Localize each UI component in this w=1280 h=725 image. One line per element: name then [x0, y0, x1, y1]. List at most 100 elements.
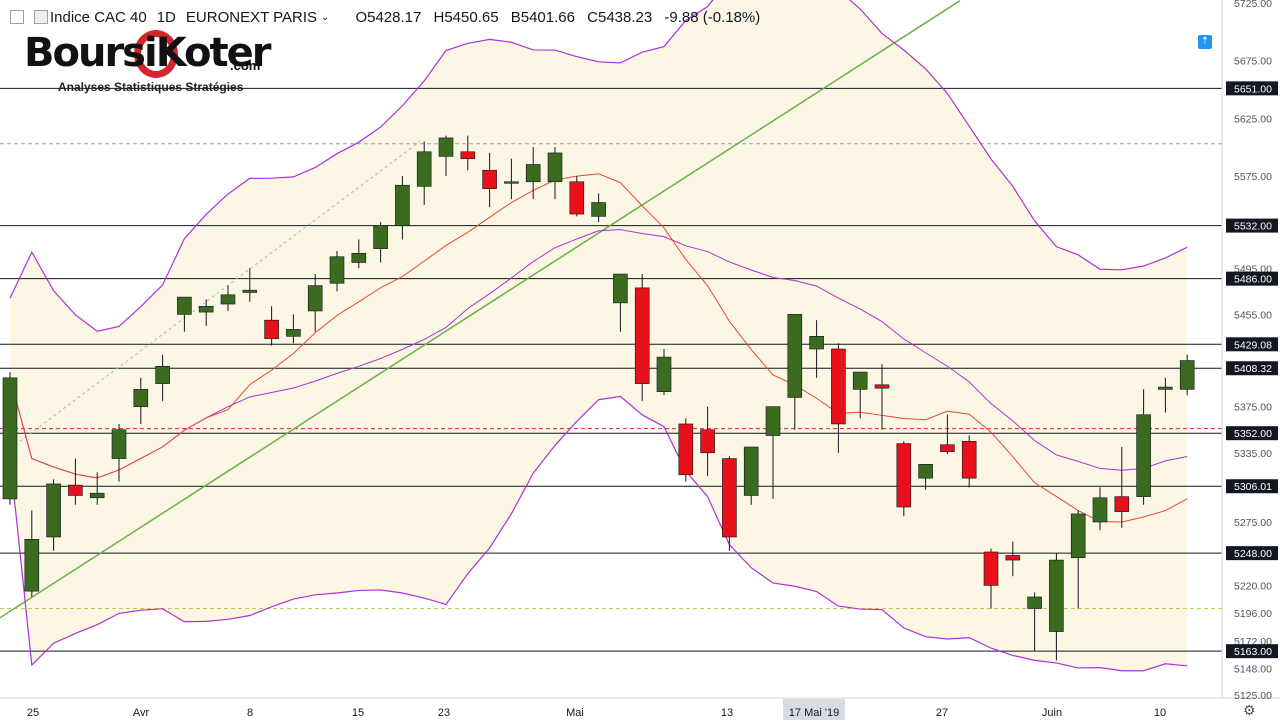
interval-label[interactable]: 1D	[156, 8, 176, 26]
candle-body	[46, 483, 61, 538]
candle-body	[220, 294, 236, 305]
logo-suffix: .com	[230, 58, 261, 73]
price-level-box	[1226, 337, 1278, 352]
y-tick-label: 5220.00	[1234, 580, 1272, 592]
candle-body	[482, 169, 497, 189]
candle-body	[242, 289, 258, 293]
price-level-label: 5429.08	[1234, 339, 1272, 351]
y-tick-label: 5625.00	[1234, 113, 1272, 125]
candle-body	[809, 336, 824, 350]
change-value: -9.88 (-0.18%)	[664, 8, 761, 26]
price-level-box	[1226, 644, 1278, 659]
symbol-name[interactable]: Indice CAC 40	[50, 8, 147, 26]
price-level-label: 5486.00	[1234, 274, 1272, 286]
candle-body	[460, 151, 476, 159]
candle-body	[1049, 559, 1064, 632]
x-highlight-box	[783, 699, 845, 720]
candle-body	[634, 287, 650, 384]
candle-body	[852, 371, 868, 390]
price-level-label: 5306.01	[1234, 481, 1272, 493]
bollinger-fill	[10, 0, 1188, 671]
candle-body	[329, 256, 345, 284]
low-value: B5401.66	[510, 8, 575, 26]
candle-body	[68, 484, 83, 496]
dashed-trend-line	[19, 140, 421, 442]
candle-body	[89, 492, 105, 499]
price-level-box	[1226, 361, 1278, 376]
y-tick-label: 5675.00	[1234, 56, 1272, 68]
y-tick-label: 5148.00	[1234, 663, 1272, 675]
price-level-label: 5532.00	[1234, 221, 1272, 233]
y-tick-label: 5575.00	[1234, 171, 1272, 183]
x-tick-label: 10	[1154, 707, 1166, 719]
candle-body	[613, 273, 628, 304]
candle-body	[569, 181, 585, 215]
candle-body	[438, 137, 454, 157]
price-axis-bg	[1222, 0, 1280, 720]
candle-body	[525, 164, 541, 183]
candle-body	[1027, 596, 1042, 609]
add-symbol-icon[interactable]	[10, 10, 24, 24]
ohlc-readout: O5428.17 H5450.65 B5401.66 C5438.23 -9.8…	[355, 9, 768, 26]
candle-body	[1114, 496, 1130, 512]
candle-body	[874, 384, 890, 389]
candle-body	[983, 551, 999, 586]
candle-body	[1179, 360, 1195, 390]
candle-body	[918, 464, 933, 479]
candle-body	[2, 377, 18, 500]
candle-body	[24, 538, 40, 592]
x-tick-label: 15	[352, 707, 364, 719]
candle-body	[286, 329, 301, 337]
candle-body	[307, 285, 323, 312]
y-tick-label: 5125.00	[1234, 690, 1272, 702]
candle-body	[264, 319, 279, 339]
candle-body	[1092, 497, 1108, 523]
candle-body	[940, 444, 955, 452]
square-icon[interactable]	[34, 10, 48, 24]
candle-body	[831, 348, 846, 425]
gear-icon[interactable]: ⚙	[1243, 702, 1256, 718]
candle-body	[1005, 555, 1021, 561]
moving-average	[9, 173, 1188, 523]
x-tick-label: 13	[721, 707, 733, 719]
open-value: O5428.17	[355, 8, 422, 26]
candle-body	[351, 252, 367, 263]
candle-body	[1070, 513, 1086, 559]
candle-body	[1158, 386, 1173, 390]
chart-header: Indice CAC 40 1D EURONEXT PARIS ⌄ O5428.…	[0, 0, 1222, 34]
x-tick-label: 27	[936, 707, 948, 719]
candle-body	[155, 365, 170, 384]
price-level-label: 5163.00	[1234, 646, 1272, 658]
y-tick-label: 5455.00	[1234, 309, 1272, 321]
candle-body	[656, 356, 672, 392]
y-tick-label: 5275.00	[1234, 517, 1272, 529]
exchange-label: EURONEXT PARIS	[185, 8, 318, 26]
candle-body	[961, 440, 977, 479]
y-tick-label: 5725.00	[1234, 0, 1272, 10]
candle-body	[547, 152, 563, 183]
candle-body	[504, 181, 519, 184]
price-level-box	[1226, 218, 1278, 233]
price-level-box	[1226, 479, 1278, 494]
y-tick-label: 5196.00	[1234, 608, 1272, 620]
high-value: H5450.65	[433, 8, 499, 26]
candle-body	[177, 296, 192, 315]
candle-body	[395, 184, 410, 226]
x-tick-label: 8	[247, 707, 253, 719]
y-tick-label: 5375.00	[1234, 402, 1272, 414]
candle-body	[700, 429, 715, 454]
candle-body	[743, 446, 759, 496]
logo-k-emblem	[134, 30, 178, 78]
price-level-label: 5408.32	[1234, 363, 1272, 375]
chevron-down-icon[interactable]: ⌄	[321, 11, 330, 23]
scroll-up-icon[interactable]: ⇡	[1198, 35, 1212, 49]
price-level-label: 5651.00	[1234, 83, 1272, 95]
candle-body	[765, 406, 781, 436]
x-tick-label: Mai	[566, 707, 584, 719]
candle-body	[722, 458, 737, 538]
close-value: C5438.23	[587, 8, 653, 26]
x-tick-label: Avr	[133, 707, 150, 719]
candle-body	[678, 423, 694, 476]
